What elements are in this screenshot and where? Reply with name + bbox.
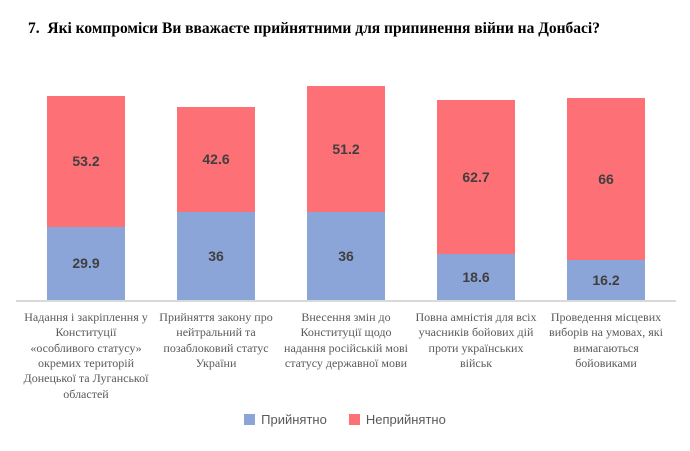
- bar-segment-Неприйнятно: 53.2: [47, 96, 125, 227]
- bar-stack: 36 42.6: [177, 107, 255, 300]
- bar-segment-Неприйнятно: 66: [567, 98, 645, 261]
- legend: Прийнятно Неприйнятно: [0, 412, 690, 427]
- bar-stack: 18.6 62.7: [437, 100, 515, 300]
- legend-item: Неприйнятно: [348, 412, 446, 427]
- category-label: Повна амністія для всіх учасників бойови…: [415, 310, 537, 371]
- bar-value-label: 62.7: [462, 169, 490, 186]
- category-labels-row: Надання і закріплення у Конституції «осо…: [21, 310, 671, 402]
- bar-segment-Прийнятно: 16.2: [567, 260, 645, 300]
- bar-value-label: 53.2: [72, 153, 100, 170]
- category-label: Проведення місцевих виборів на умовах, я…: [549, 310, 663, 371]
- legend-swatch-icon: [244, 414, 256, 425]
- bar-column: 18.6 62.7: [411, 60, 541, 300]
- bar-value-label: 66: [598, 171, 614, 188]
- bar-segment-Прийнятно: 36: [177, 211, 255, 300]
- bar-column: 36 51.2: [281, 60, 411, 300]
- chart-title: 7. Які компроміси Ви вважаєте прийнятним…: [28, 20, 600, 37]
- bar-stack: 36 51.2: [307, 85, 385, 300]
- bar-value-label: 16.2: [592, 272, 620, 289]
- legend-label: Неприйнятно: [365, 412, 446, 427]
- legend-item: Прийнятно: [244, 412, 327, 427]
- plot-area: 29.9 53.2 36 42.6 36 51.2 18.6 62.7 16.2 66 Надан…: [16, 60, 676, 402]
- category-label: Прийняття закону про нейтральний та поза…: [159, 310, 273, 371]
- bar-column: 16.2 66: [541, 60, 671, 300]
- bar-segment-Неприйнятно: 51.2: [307, 85, 385, 212]
- x-axis-line: [16, 300, 676, 302]
- bar-value-label: 36: [338, 247, 354, 264]
- bar-stack: 16.2 66: [567, 98, 645, 300]
- bar-value-label: 51.2: [332, 140, 360, 157]
- bar-column: 36 42.6: [151, 60, 281, 300]
- bar-segment-Неприйнятно: 62.7: [437, 100, 515, 255]
- bar-value-label: 29.9: [72, 255, 100, 272]
- legend-swatch-icon: [348, 414, 360, 425]
- bar-value-label: 42.6: [202, 151, 230, 168]
- bar-value-label: 36: [208, 247, 224, 264]
- category-label: Внесення змін до Конституції щодо наданн…: [284, 310, 408, 371]
- bars-container: 29.9 53.2 36 42.6 36 51.2 18.6 62.7 16.2 66: [21, 60, 671, 300]
- bar-column: 29.9 53.2: [21, 60, 151, 300]
- bar-stack: 29.9 53.2: [47, 96, 125, 300]
- bar-segment-Прийнятно: 29.9: [47, 226, 125, 300]
- legend-label: Прийнятно: [261, 412, 327, 427]
- bar-segment-Прийнятно: 36: [307, 211, 385, 300]
- category-label: Надання і закріплення у Конституції «осо…: [23, 310, 149, 401]
- bar-segment-Прийнятно: 18.6: [437, 254, 515, 300]
- bar-segment-Неприйнятно: 42.6: [177, 107, 255, 212]
- bar-value-label: 18.6: [462, 269, 490, 286]
